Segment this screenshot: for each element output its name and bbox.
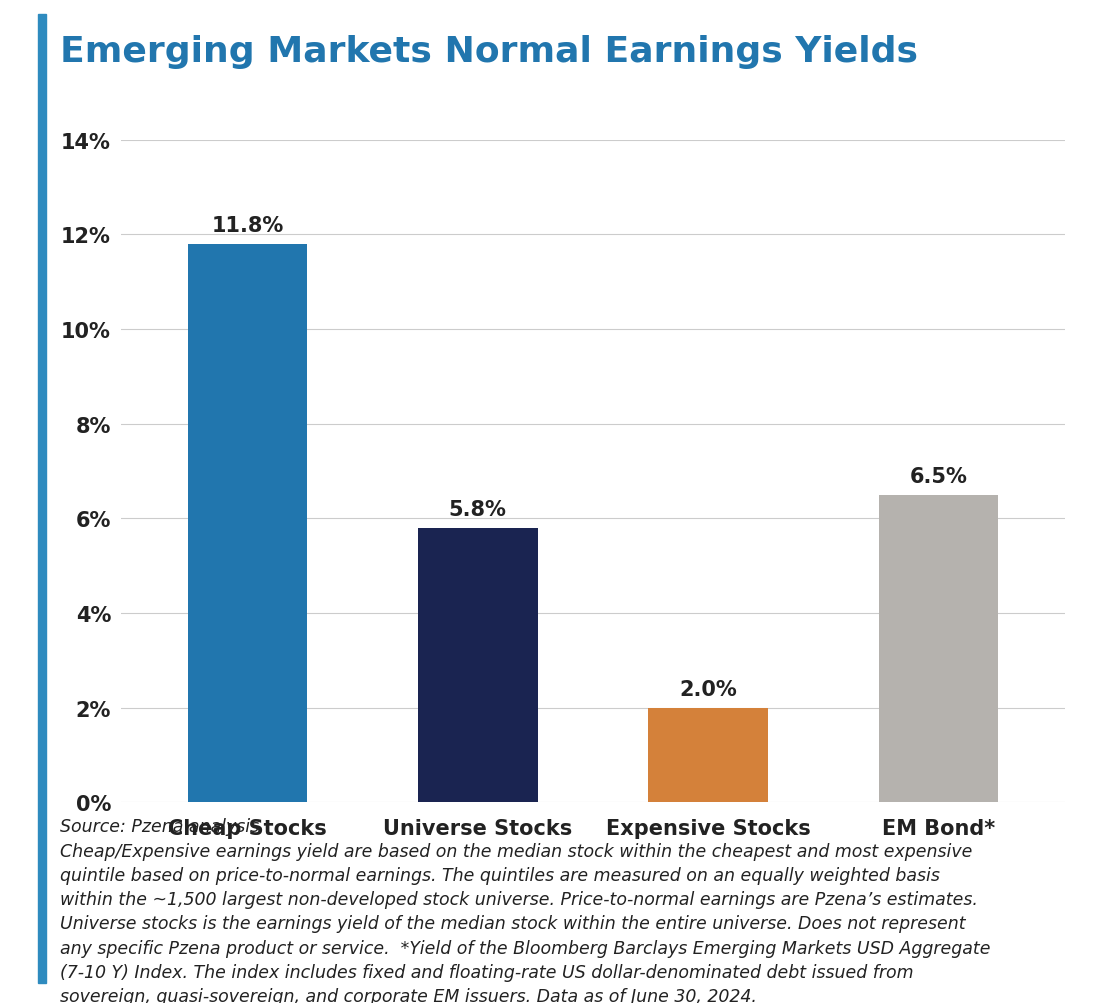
Text: Emerging Markets Normal Earnings Yields: Emerging Markets Normal Earnings Yields xyxy=(60,35,918,69)
Bar xyxy=(648,708,768,802)
Text: 2.0%: 2.0% xyxy=(680,679,737,699)
Text: 6.5%: 6.5% xyxy=(909,466,967,486)
Text: 5.8%: 5.8% xyxy=(449,499,506,520)
Text: 11.8%: 11.8% xyxy=(211,216,283,236)
Bar xyxy=(878,495,998,802)
Text: Source: Pzena analysis
Cheap/Expensive earnings yield are based on the median st: Source: Pzena analysis Cheap/Expensive e… xyxy=(60,817,990,1003)
Bar xyxy=(188,245,307,802)
Bar xyxy=(418,529,538,802)
